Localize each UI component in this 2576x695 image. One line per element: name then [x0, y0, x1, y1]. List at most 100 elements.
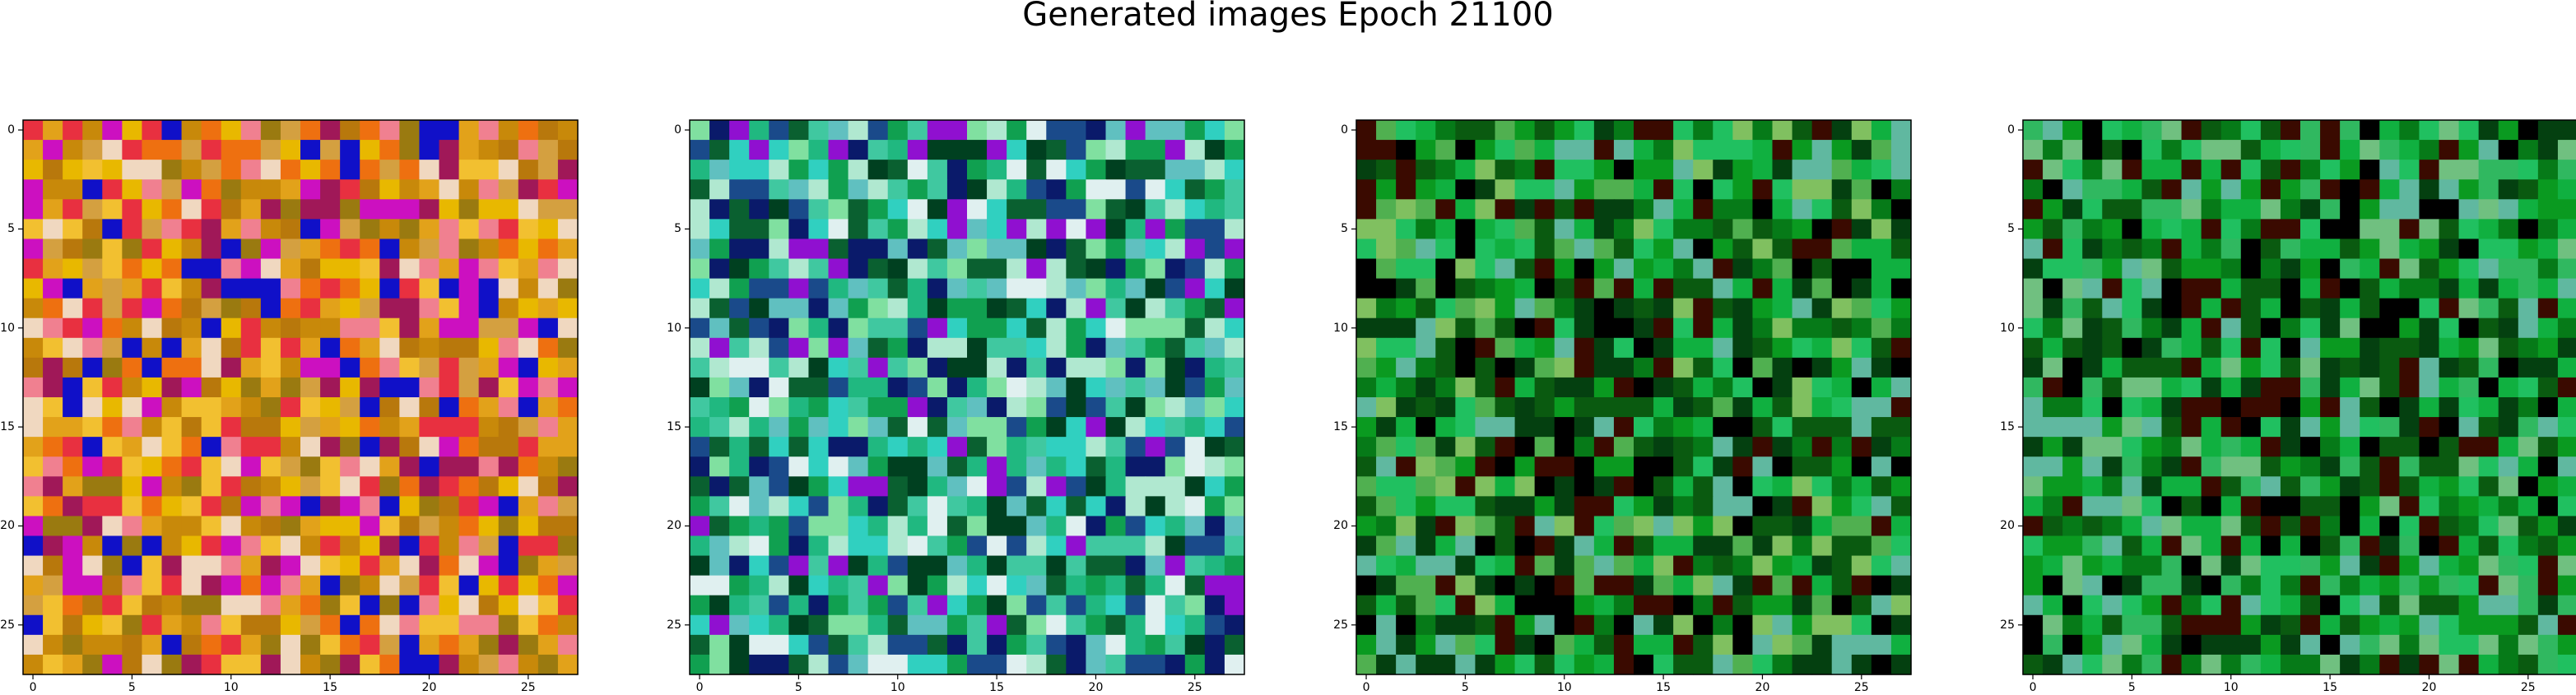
- pixel-cell: [709, 397, 730, 418]
- pixel-cell: [2102, 358, 2123, 378]
- pixel-cell: [2062, 556, 2083, 577]
- pixel-cell: [538, 556, 559, 577]
- pixel-cell: [1891, 456, 1912, 477]
- pixel-cell: [1752, 397, 1773, 418]
- pixel-cell: [2162, 338, 2183, 359]
- pixel-cell: [479, 595, 500, 616]
- pixel-cell: [1732, 179, 1753, 200]
- pixel-cell: [459, 536, 480, 557]
- pixel-cell: [2122, 516, 2142, 536]
- pixel-cell: [1693, 516, 1713, 536]
- pixel-cell: [2221, 318, 2242, 339]
- pixel-cell: [518, 179, 539, 200]
- pixel-cell: [1225, 199, 1245, 220]
- pixel-cell: [690, 615, 710, 636]
- pixel-cell: [281, 516, 301, 536]
- pixel-cell: [2241, 160, 2262, 180]
- pixel-cell: [1614, 635, 1634, 656]
- pixel-cell: [2281, 635, 2301, 656]
- pixel-cell: [1752, 239, 1773, 259]
- pixel-cell: [2300, 476, 2321, 497]
- pixel-cell: [379, 299, 400, 319]
- pixel-cell: [2023, 219, 2044, 239]
- pixel-cell: [43, 199, 63, 220]
- pixel-cell: [241, 417, 262, 438]
- pixel-cell: [1832, 120, 1853, 141]
- pixel-cell: [2419, 140, 2439, 160]
- pixel-cell: [947, 160, 968, 180]
- pixel-cell: [829, 358, 849, 378]
- pixel-cell: [1356, 219, 1377, 239]
- pixel-cell: [2360, 536, 2380, 557]
- pixel-cell: [888, 120, 909, 141]
- pixel-cell: [2043, 299, 2063, 319]
- pixel-cell: [538, 516, 559, 536]
- pixel-cell: [1126, 615, 1146, 636]
- pixel-cell: [769, 556, 789, 577]
- pixel-cell: [459, 595, 480, 616]
- pixel-cell: [1574, 417, 1595, 438]
- pixel-cell: [2459, 299, 2480, 319]
- pixel-cell: [2202, 318, 2222, 339]
- pixel-cell: [729, 536, 750, 557]
- pixel-cell: [499, 635, 519, 656]
- pixel-cell: [479, 536, 500, 557]
- pixel-cell: [300, 496, 321, 517]
- pixel-cell: [1752, 556, 1773, 577]
- pixel-cell: [1225, 259, 1245, 280]
- pixel-cell: [1891, 576, 1912, 596]
- pixel-cell: [1693, 456, 1713, 477]
- pixel-cell: [2102, 456, 2123, 477]
- pixel-cell: [1673, 516, 1694, 536]
- pixel-cell: [399, 318, 420, 339]
- pixel-cell: [2082, 140, 2103, 160]
- pixel-cell: [2419, 358, 2439, 378]
- pixel-cell: [1653, 160, 1674, 180]
- pixel-cell: [808, 476, 829, 497]
- pixel-cell: [1475, 595, 1495, 616]
- y-tick-label: 25: [1990, 619, 2015, 632]
- pixel-cell: [1574, 199, 1595, 220]
- pixel-cell: [1653, 299, 1674, 319]
- pixel-cell: [1026, 318, 1047, 339]
- pixel-cell: [1165, 615, 1186, 636]
- pixel-cell: [690, 476, 710, 497]
- pixel-cell: [1205, 120, 1225, 141]
- pixel-cell: [1891, 496, 1912, 517]
- pixel-cell: [1713, 615, 1733, 636]
- pixel-cell: [1066, 279, 1086, 299]
- pixel-cell: [261, 576, 281, 596]
- pixel-cell: [1165, 536, 1186, 557]
- pixel-cell: [2479, 655, 2499, 675]
- pixel-cell: [102, 615, 123, 636]
- pixel-cell: [479, 556, 500, 577]
- pixel-cell: [1066, 140, 1086, 160]
- pixel-cell: [2221, 219, 2242, 239]
- pixel-cell: [1515, 635, 1536, 656]
- pixel-cell: [1832, 358, 1853, 378]
- pixel-cell: [1673, 615, 1694, 636]
- pixel-cell: [1535, 397, 1555, 418]
- pixel-cell: [102, 655, 123, 675]
- pixel-cell: [43, 476, 63, 497]
- pixel-cell: [479, 635, 500, 656]
- pixel-cell: [340, 239, 360, 259]
- pixel-cell: [1673, 179, 1694, 200]
- pixel-cell: [987, 556, 1007, 577]
- y-tick-label: 10: [1323, 322, 1348, 335]
- pixel-cell: [928, 536, 948, 557]
- pixel-cell: [908, 417, 928, 438]
- pixel-cell: [1555, 516, 1575, 536]
- pixel-cell: [2023, 378, 2044, 398]
- pixel-cell: [320, 635, 341, 656]
- pixel-cell: [23, 318, 44, 339]
- pixel-cell: [1812, 456, 1833, 477]
- pixel-cell: [2043, 378, 2063, 398]
- pixel-cell: [2558, 635, 2576, 656]
- pixel-cell: [320, 160, 341, 180]
- pixel-cell: [967, 576, 988, 596]
- pixel-cell: [1126, 417, 1146, 438]
- pixel-cell: [2221, 358, 2242, 378]
- pixel-cell: [1495, 456, 1516, 477]
- pixel-cell: [2281, 615, 2301, 636]
